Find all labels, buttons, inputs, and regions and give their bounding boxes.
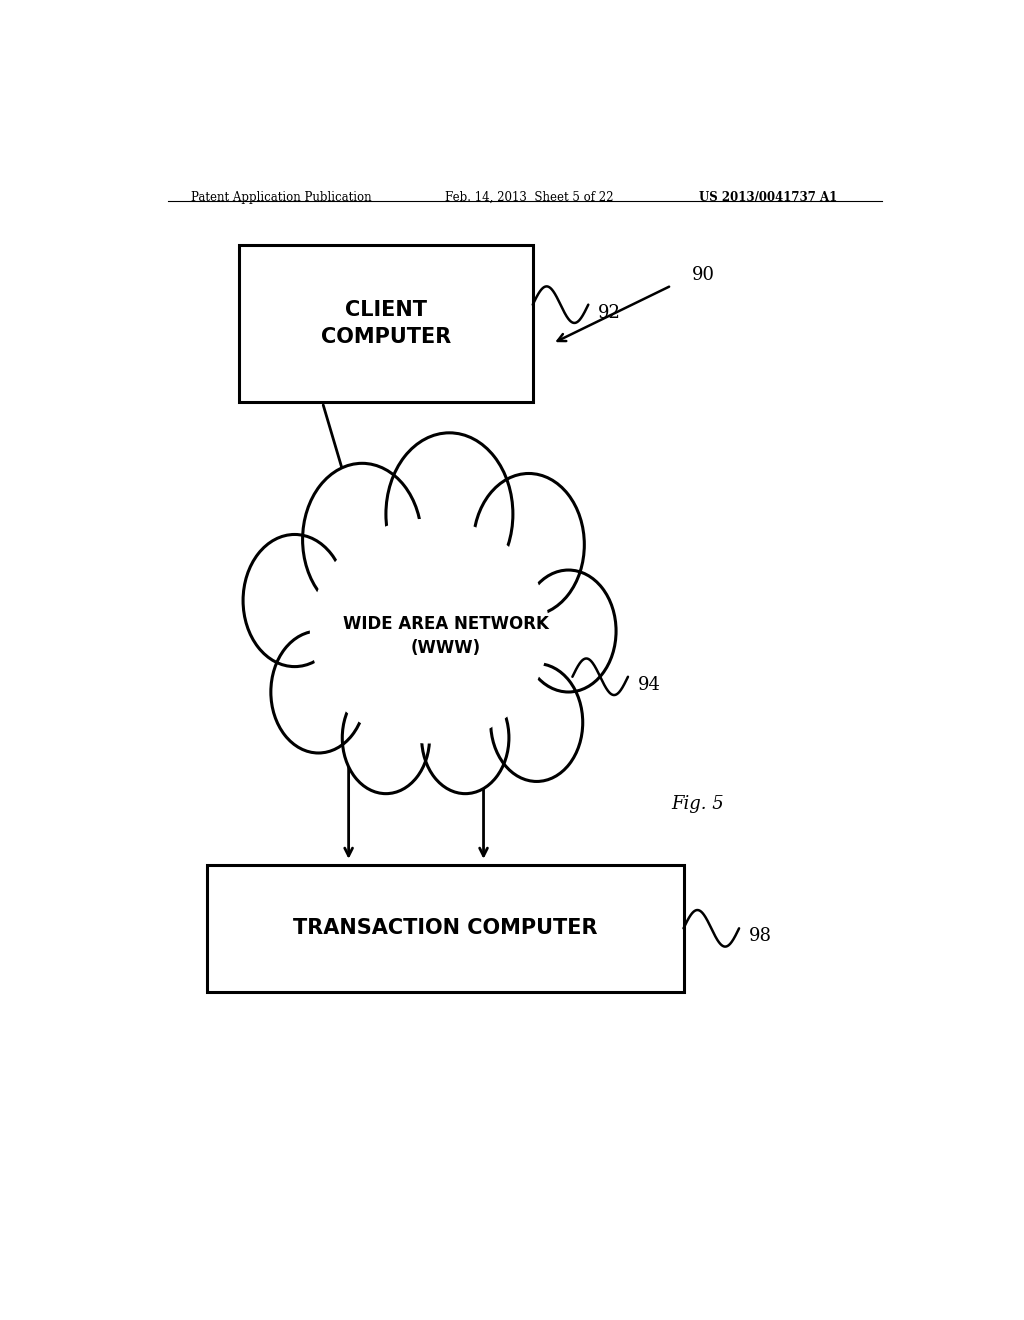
- Circle shape: [473, 474, 585, 615]
- Circle shape: [490, 664, 583, 781]
- Circle shape: [521, 570, 616, 692]
- Text: Fig. 5: Fig. 5: [672, 795, 724, 813]
- Text: 94: 94: [638, 676, 660, 694]
- Text: Feb. 14, 2013  Sheet 5 of 22: Feb. 14, 2013 Sheet 5 of 22: [445, 191, 614, 203]
- Circle shape: [271, 631, 367, 752]
- Circle shape: [243, 535, 346, 667]
- Text: TRANSACTION COMPUTER: TRANSACTION COMPUTER: [293, 919, 598, 939]
- Circle shape: [331, 499, 537, 763]
- FancyBboxPatch shape: [240, 244, 532, 403]
- Text: 98: 98: [749, 928, 772, 945]
- Circle shape: [303, 463, 422, 616]
- Circle shape: [386, 433, 513, 595]
- Text: WIDE AREA NETWORK
(WWW): WIDE AREA NETWORK (WWW): [342, 615, 549, 657]
- Ellipse shape: [310, 519, 549, 743]
- Text: CLIENT
COMPUTER: CLIENT COMPUTER: [321, 301, 451, 347]
- FancyBboxPatch shape: [207, 865, 684, 991]
- Circle shape: [422, 682, 509, 793]
- Text: 92: 92: [598, 304, 621, 322]
- Text: Patent Application Publication: Patent Application Publication: [191, 191, 372, 203]
- Text: 90: 90: [691, 267, 715, 284]
- Circle shape: [342, 682, 430, 793]
- Text: US 2013/0041737 A1: US 2013/0041737 A1: [699, 191, 838, 203]
